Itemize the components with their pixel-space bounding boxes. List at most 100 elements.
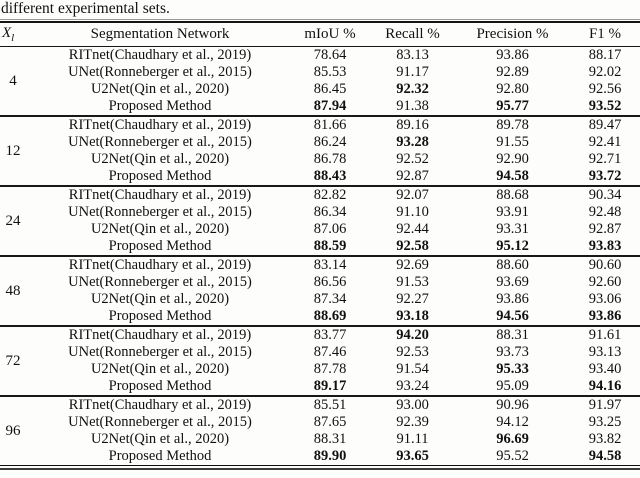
network-name: RITnet(Chaudhary et al., 2019) xyxy=(68,187,252,203)
header-precision: Precision % xyxy=(476,26,549,42)
miou-value: 87.65 xyxy=(313,414,347,430)
f1-value: 92.02 xyxy=(588,64,622,80)
network-name: Proposed Method xyxy=(108,448,212,464)
precision-value: 92.89 xyxy=(496,64,529,80)
table-bottom-rule xyxy=(0,465,640,470)
table-top-rule xyxy=(0,19,640,23)
precision-value: 94.12 xyxy=(496,414,529,430)
precision-value: 93.69 xyxy=(496,274,529,290)
network-name: Proposed Method xyxy=(108,168,212,184)
network-name: UNet(Ronneberger et al., 2015) xyxy=(68,64,252,80)
miou-value: 87.78 xyxy=(313,361,347,377)
precision-value: 95.09 xyxy=(496,378,529,394)
precision-value: 94.58 xyxy=(496,168,529,184)
network-name: UNet(Ronneberger et al., 2015) xyxy=(68,204,252,220)
xl-value: 48 xyxy=(5,282,21,299)
f1-value: 93.72 xyxy=(588,168,622,184)
miou-value: 86.34 xyxy=(313,204,347,220)
table-group: 12 RITnet(Chaudhary et al., 2019) 81.66 89.… xyxy=(0,115,640,185)
network-name: U2Net(Qin et al., 2020) xyxy=(90,431,230,447)
network-name: RITnet(Chaudhary et al., 2019) xyxy=(68,117,252,133)
miou-value: 86.45 xyxy=(313,81,347,97)
header-miou: mIoU % xyxy=(304,26,356,42)
xl-value: 72 xyxy=(5,352,21,369)
f1-value: 93.13 xyxy=(588,344,622,360)
network-name: Proposed Method xyxy=(108,308,212,324)
network-name: UNet(Ronneberger et al., 2015) xyxy=(68,344,252,360)
table-body: 4 RITnet(Chaudhary et al., 2019) 78.64 83.1… xyxy=(0,47,640,465)
recall-value: 89.16 xyxy=(396,117,429,133)
miou-value: 87.34 xyxy=(313,291,347,307)
miou-value: 88.59 xyxy=(313,238,347,254)
precision-value: 91.55 xyxy=(496,134,529,150)
precision-value: 93.91 xyxy=(496,204,529,220)
recall-value: 91.17 xyxy=(396,64,429,80)
f1-value: 93.06 xyxy=(588,291,622,307)
precision-value: 93.31 xyxy=(496,221,529,237)
network-name: UNet(Ronneberger et al., 2015) xyxy=(68,414,252,430)
network-name: Proposed Method xyxy=(108,238,212,254)
recall-value: 92.87 xyxy=(396,168,429,184)
f1-value: 94.16 xyxy=(588,378,622,394)
precision-value: 95.77 xyxy=(496,98,529,114)
f1-value: 94.58 xyxy=(588,448,622,464)
xl-value: 12 xyxy=(5,142,21,159)
miou-value: 86.78 xyxy=(313,151,347,167)
network-name: Proposed Method xyxy=(108,378,212,394)
miou-value: 87.94 xyxy=(313,98,347,114)
miou-value: 88.43 xyxy=(313,168,347,184)
network-name: UNet(Ronneberger et al., 2015) xyxy=(68,274,252,290)
header-f1: F1 % xyxy=(588,26,622,42)
recall-value: 92.52 xyxy=(396,151,429,167)
f1-value: 90.34 xyxy=(588,187,622,203)
f1-value: 92.87 xyxy=(588,221,622,237)
table-group: 48 RITnet(Chaudhary et al., 2019) 83.14 92.… xyxy=(0,255,640,325)
table-group: 4 RITnet(Chaudhary et al., 2019) 78.64 83.1… xyxy=(0,47,640,115)
recall-value: 92.69 xyxy=(396,257,429,273)
f1-value: 89.47 xyxy=(588,117,622,133)
precision-value: 92.90 xyxy=(496,151,529,167)
recall-value: 93.24 xyxy=(396,378,429,394)
recall-value: 92.39 xyxy=(396,414,429,430)
miou-value: 82.82 xyxy=(313,187,347,203)
network-name: RITnet(Chaudhary et al., 2019) xyxy=(68,397,252,413)
precision-value: 94.56 xyxy=(496,308,529,324)
recall-value: 92.44 xyxy=(396,221,429,237)
f1-value: 93.86 xyxy=(588,308,622,324)
precision-value: 95.52 xyxy=(496,448,529,464)
xl-value: 24 xyxy=(5,212,21,229)
f1-value: 92.48 xyxy=(588,204,622,220)
recall-value: 91.54 xyxy=(396,361,429,377)
miou-value: 88.69 xyxy=(313,308,347,324)
network-name: U2Net(Qin et al., 2020) xyxy=(90,221,230,237)
xl-value: 96 xyxy=(5,422,21,439)
miou-value: 85.51 xyxy=(313,397,347,413)
precision-value: 95.12 xyxy=(496,238,529,254)
f1-value: 88.17 xyxy=(588,47,622,63)
recall-value: 92.07 xyxy=(396,187,429,203)
table-group: 24 RITnet(Chaudhary et al., 2019) 82.82 92.… xyxy=(0,185,640,255)
miou-value: 81.66 xyxy=(313,117,347,133)
header-xl: Xl xyxy=(0,25,30,44)
recall-value: 92.32 xyxy=(396,81,429,97)
f1-value: 91.97 xyxy=(588,397,622,413)
table-group: 72 RITnet(Chaudhary et al., 2019) 83.77 94.… xyxy=(0,325,640,395)
network-name: U2Net(Qin et al., 2020) xyxy=(90,151,230,167)
f1-value: 93.83 xyxy=(588,238,622,254)
miou-value: 87.46 xyxy=(313,344,347,360)
recall-value: 91.53 xyxy=(396,274,429,290)
precision-value: 93.86 xyxy=(496,47,529,63)
table-caption: different experimental sets. xyxy=(1,0,170,17)
network-name: UNet(Ronneberger et al., 2015) xyxy=(68,134,252,150)
recall-value: 94.20 xyxy=(396,327,429,343)
miou-value: 78.64 xyxy=(313,47,347,63)
f1-value: 93.25 xyxy=(588,414,622,430)
miou-value: 86.56 xyxy=(313,274,347,290)
precision-value: 89.78 xyxy=(496,117,529,133)
miou-value: 83.14 xyxy=(313,257,347,273)
recall-value: 91.11 xyxy=(396,431,429,447)
miou-value: 88.31 xyxy=(313,431,347,447)
table-header-row: Xl Segmentation Network mIoU % Recall % … xyxy=(0,23,640,47)
network-name: RITnet(Chaudhary et al., 2019) xyxy=(68,327,252,343)
